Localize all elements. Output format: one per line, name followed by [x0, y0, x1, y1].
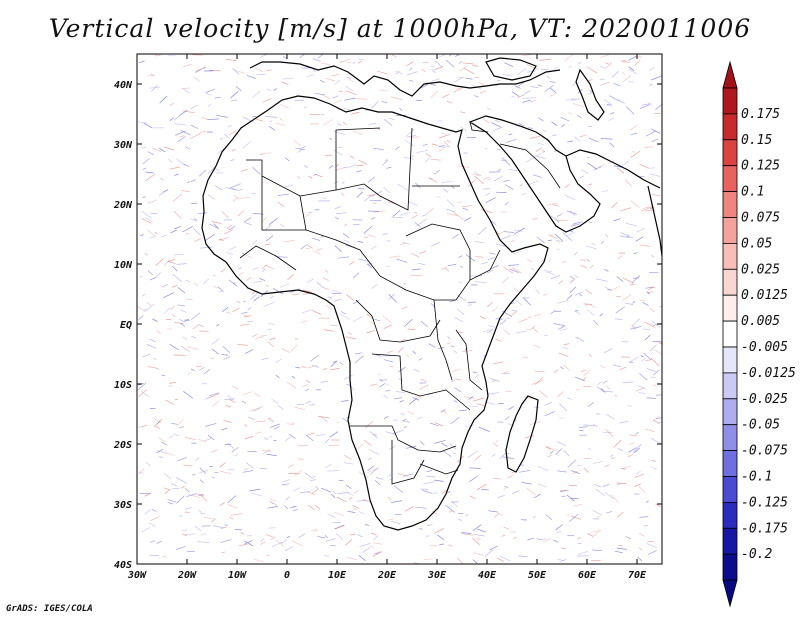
lon-tick-label: 20W — [177, 570, 197, 581]
colorbar-label: 0.175 — [741, 107, 780, 122]
velocity-field — [137, 54, 662, 564]
arabia-coastline — [468, 115, 601, 233]
black-sea-coastline — [485, 57, 537, 81]
colorbar: 0.175 0.15 0.125 0.1 0.075 0.05 0.025 0.0125 0.0… — [722, 60, 796, 608]
colorbar-swatch — [722, 268, 738, 296]
caspian-coastline — [575, 68, 605, 121]
madagascar-coastline — [505, 395, 539, 473]
colorbar-swatch — [722, 346, 738, 374]
lon-tick-label: 20E — [377, 570, 397, 581]
colorbar-label: 0.0125 — [741, 288, 788, 303]
iran-coastline — [565, 149, 661, 189]
lat-tick-label: 20N — [113, 200, 133, 211]
colorbar-swatch — [722, 527, 738, 555]
colorbar-bottom-arrow — [722, 579, 738, 608]
africa-coastline — [201, 95, 549, 531]
colorbar-label: -0.175 — [741, 521, 788, 536]
colorbar-label: 0.005 — [741, 314, 780, 329]
colorbar-swatch — [722, 450, 738, 477]
colorbar-label: -0.05 — [741, 418, 780, 433]
colorbar-swatch — [722, 165, 738, 192]
colorbar-swatch — [722, 501, 738, 529]
colorbar-swatch — [722, 87, 738, 115]
lon-tick-label: 50E — [528, 570, 547, 581]
colorbar-label: 0.15 — [741, 133, 772, 148]
lon-tick-label: 30W — [127, 570, 147, 581]
lon-tick-label: 60E — [578, 570, 597, 581]
lon-tick-label: 70E — [628, 570, 647, 581]
colorbar-swatch — [722, 553, 738, 581]
colorbar-swatch — [722, 217, 738, 244]
colorbar-label: -0.075 — [741, 444, 788, 459]
lon-tick-label: 0 — [284, 570, 290, 581]
colorbar-swatch — [722, 320, 738, 348]
lat-tick-label: EQ — [120, 320, 132, 331]
colorbar-swatch — [722, 191, 738, 218]
plot-frame — [136, 53, 663, 565]
lat-tick-label: 30S — [113, 500, 132, 511]
colorbar-swatch — [722, 113, 738, 141]
colorbar-label: 0.05 — [741, 236, 772, 251]
colorbar-label: -0.125 — [741, 495, 788, 510]
coastlines — [201, 57, 662, 531]
colorbar-label: -0.0125 — [741, 366, 796, 381]
lat-tick-label: 30N — [113, 140, 133, 151]
colorbar-label: 0.125 — [741, 159, 780, 174]
lat-tick-label: 10N — [114, 260, 133, 271]
colorbar-swatch — [722, 242, 738, 270]
lat-tick-label: 10S — [114, 380, 132, 391]
colorbar-label: 0.075 — [741, 211, 780, 226]
colorbar-swatch — [722, 476, 738, 503]
colorbar-swatch — [722, 139, 738, 167]
lat-tick-label: 20S — [113, 440, 132, 451]
colorbar-top-arrow — [722, 60, 738, 89]
colorbar-label: 0.1 — [741, 185, 764, 200]
lon-tick-label: 30E — [427, 570, 447, 581]
colorbar-swatch — [722, 294, 738, 322]
country-borders — [239, 121, 561, 485]
lon-tick-label: 10E — [328, 570, 347, 581]
lon-tick-label: 10W — [228, 570, 247, 581]
grads-credit: GrADS: IGES/COLA — [6, 604, 93, 614]
colorbar-label: 0.025 — [741, 262, 780, 277]
colorbar-label: -0.005 — [741, 340, 788, 355]
colorbar-label: -0.1 — [741, 470, 772, 485]
map-title: Vertical velocity [m/s] at 1000hPa, VT: … — [48, 14, 752, 43]
colorbar-label: -0.025 — [741, 392, 788, 407]
colorbar-swatch — [722, 424, 738, 452]
lat-tick-label: 40N — [114, 80, 133, 91]
lat-tick-label: 40S — [114, 560, 132, 571]
europe-coastline — [249, 61, 561, 97]
plot-area — [137, 54, 662, 564]
lon-tick-label: 40E — [478, 570, 497, 581]
colorbar-label: -0.2 — [741, 547, 772, 562]
colorbar-swatch — [722, 398, 738, 426]
colorbar-swatch — [722, 372, 738, 400]
india-coastline — [647, 185, 662, 257]
